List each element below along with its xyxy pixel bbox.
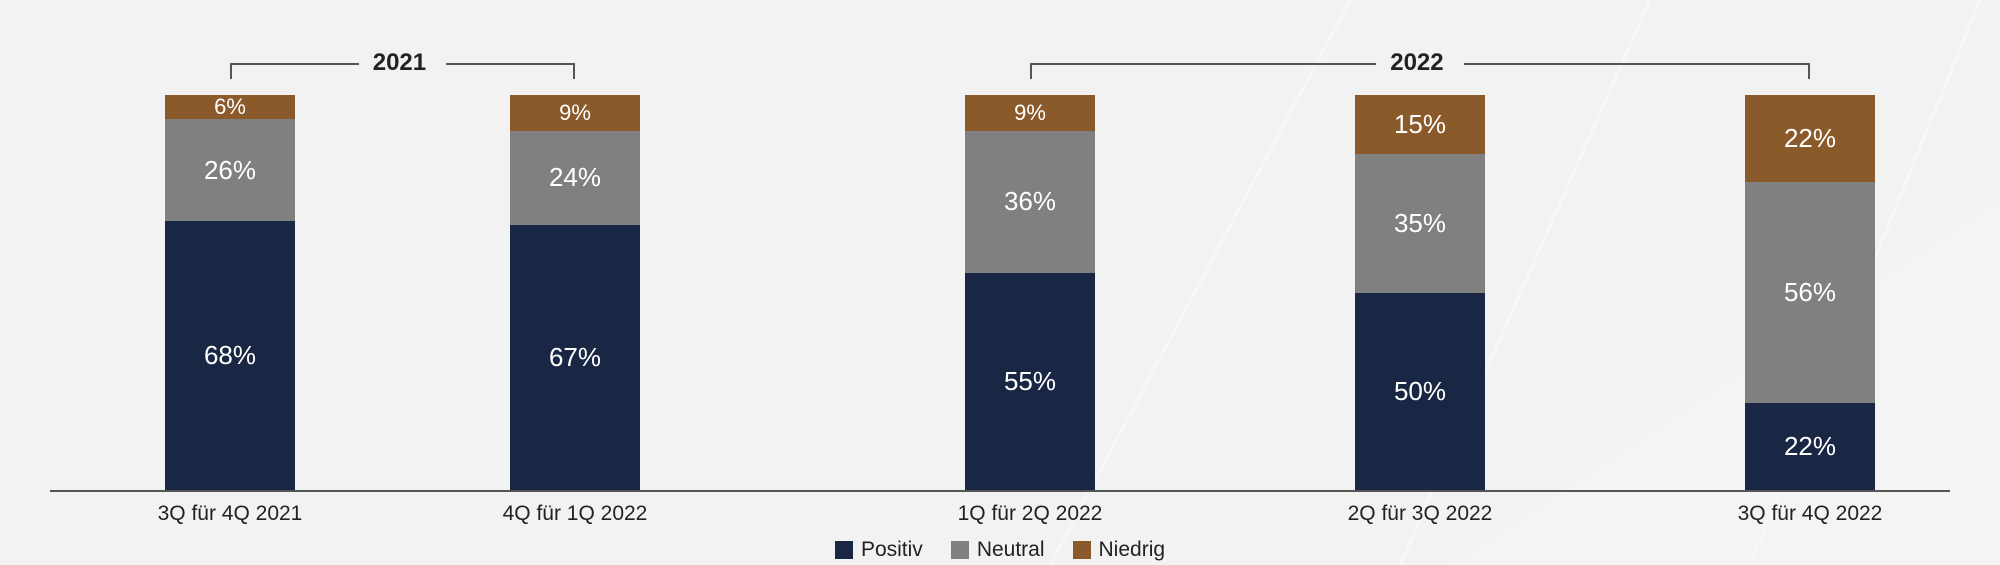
bar-segment-positiv: 22% [1745,403,1875,490]
bar-segment-positiv: 50% [1355,293,1485,491]
legend-label: Positiv [861,538,923,562]
bar: 68%26%6% [165,95,295,490]
bar-segment-niedrig: 22% [1745,95,1875,182]
legend-label: Niedrig [1099,538,1166,562]
group-bracket [1030,63,1376,65]
x-axis-label: 1Q für 2Q 2022 [880,502,1180,526]
bar-segment-niedrig: 6% [165,95,295,119]
x-axis-label: 3Q für 4Q 2021 [80,502,380,526]
x-axis-label: 4Q für 1Q 2022 [425,502,725,526]
bar-segment-niedrig: 9% [965,95,1095,131]
legend-swatch [951,541,969,559]
stacked-bar-chart: 68%26%6%3Q für 4Q 202167%24%9%4Q für 1Q … [50,20,1950,545]
bar-segment-positiv: 67% [510,225,640,490]
legend-item-positiv: Positiv [835,538,923,562]
bar-segment-niedrig: 9% [510,95,640,131]
bar-segment-niedrig: 15% [1355,95,1485,154]
group-label: 2021 [373,49,426,77]
bar-segment-neutral: 35% [1355,154,1485,292]
bar-segment-neutral: 36% [965,131,1095,273]
x-axis [50,490,1950,492]
bar-segment-positiv: 55% [965,273,1095,490]
x-axis-label: 2Q für 3Q 2022 [1270,502,1570,526]
bar-segment-neutral: 56% [1745,182,1875,403]
legend: Positiv Neutral Niedrig [50,538,1950,562]
bar-segment-neutral: 24% [510,131,640,226]
group-label: 2022 [1390,49,1443,77]
group-bracket [446,63,575,65]
legend-item-niedrig: Niedrig [1073,538,1166,562]
legend-swatch [835,541,853,559]
bar-segment-positiv: 68% [165,221,295,490]
bar: 50%35%15% [1355,95,1485,490]
legend-item-neutral: Neutral [951,538,1045,562]
group-bracket [1464,63,1810,65]
legend-swatch [1073,541,1091,559]
bar: 22%56%22% [1745,95,1875,490]
bar-segment-neutral: 26% [165,119,295,222]
legend-label: Neutral [977,538,1045,562]
bar: 67%24%9% [510,95,640,490]
bar: 55%36%9% [965,95,1095,490]
x-axis-label: 3Q für 4Q 2022 [1660,502,1960,526]
group-bracket [230,63,359,65]
